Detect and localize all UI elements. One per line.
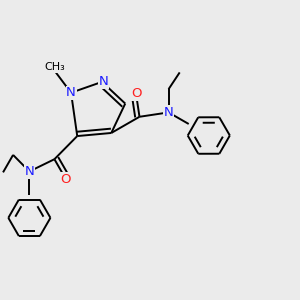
Text: O: O — [61, 173, 71, 186]
Text: N: N — [164, 106, 173, 119]
Text: N: N — [98, 75, 108, 88]
Text: N: N — [66, 86, 76, 99]
Text: O: O — [131, 87, 141, 100]
Text: N: N — [25, 165, 34, 178]
Text: CH₃: CH₃ — [44, 62, 65, 72]
